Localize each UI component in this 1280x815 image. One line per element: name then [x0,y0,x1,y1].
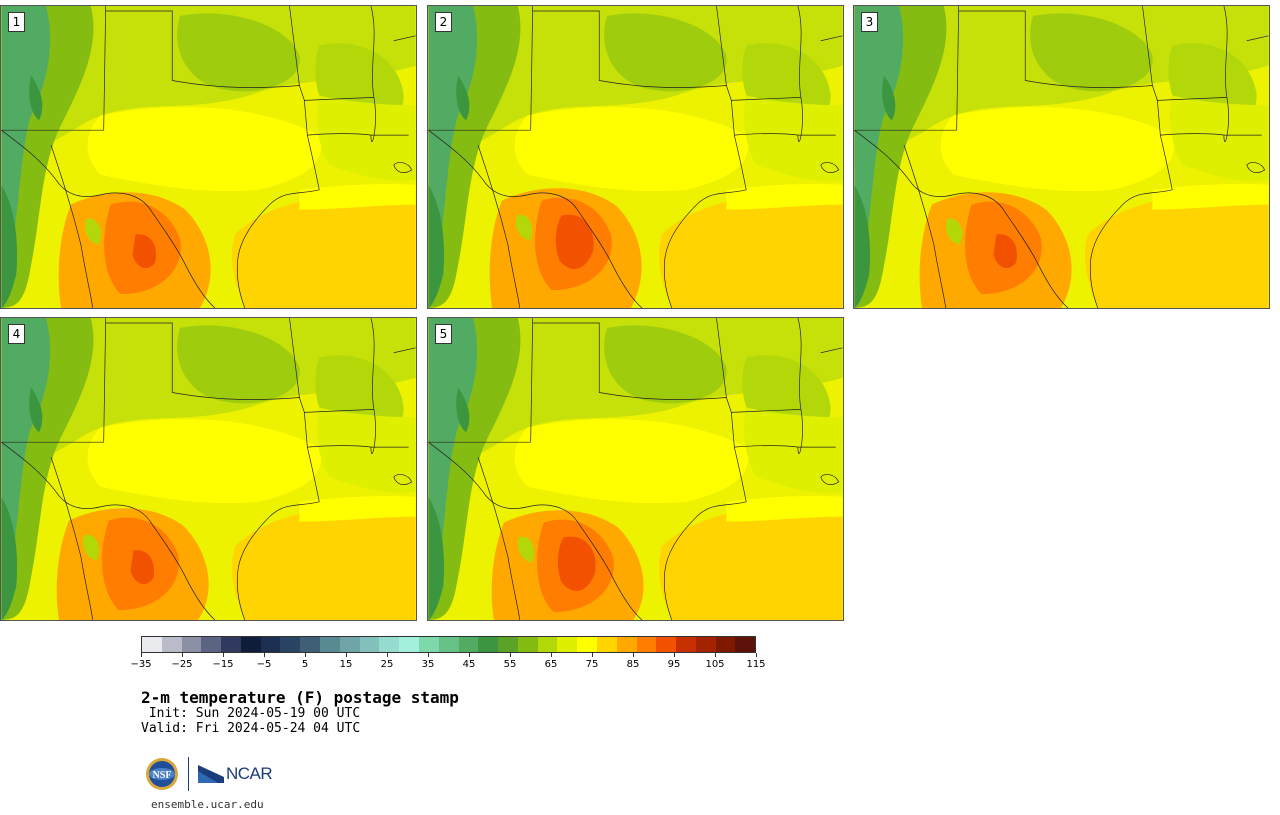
panel-number: 5 [435,324,452,344]
ncar-text: NCAR [226,764,273,783]
colorbar-tick-label: 5 [301,659,309,670]
map-panel-1[interactable]: 1 [0,5,417,309]
nsf-seal-text: NSF [153,770,172,781]
colorbar-tick-label: 45 [462,659,476,670]
colorbar-segment [577,637,597,652]
colorbar-segment [715,637,736,652]
map-panel-3[interactable]: 3 [853,5,1270,309]
temperature-map [428,6,843,308]
valid-time: Valid: Fri 2024-05-24 04 UTC [141,721,361,736]
colorbar-tick-label: 105 [705,659,725,670]
colorbar-tick-label: −5 [256,659,272,670]
site-url: ensemble.ucar.edu [151,798,264,811]
map-panel-2[interactable]: 2 [427,5,844,309]
colorbar-tick [428,653,429,657]
colorbar-segment [300,637,321,652]
colorbar-segment [557,637,578,652]
colorbar-tick [510,653,511,657]
colorbar-segment [201,637,222,652]
colorbar-segment [418,637,439,652]
map-panel-5[interactable]: 5 [427,317,844,621]
colorbar-tick-label: −15 [212,659,234,670]
colorbar-tick-label: 55 [503,659,517,670]
panel-number: 4 [8,324,25,344]
colorbar-segment [458,637,479,652]
temperature-map [854,6,1269,308]
colorbar-segment [379,637,400,652]
temperature-colorbar [141,636,756,653]
colorbar-segment [399,637,419,652]
ncar-mesa-icon [198,765,224,783]
colorbar-segment [438,637,459,652]
colorbar-segment [735,637,756,652]
colorbar-tick [223,653,224,657]
colorbar-segment [478,637,499,652]
colorbar-segment [596,637,617,652]
plot-title: 2-m temperature (F) postage stamp [141,688,459,707]
colorbar-tick [182,653,183,657]
init-time: Init: Sun 2024-05-19 00 UTC [141,706,361,721]
ncar-wordmark: NCAR [198,763,273,785]
temperature-map [428,318,843,620]
colorbar-tick-label: 115 [746,659,766,670]
colorbar-segment [181,637,202,652]
colorbar-tick [469,653,470,657]
colorbar-segment [280,637,301,652]
colorbar-segment [656,637,677,652]
colorbar-segment [537,637,558,652]
colorbar-segment [636,637,657,652]
colorbar-segment [260,637,281,652]
colorbar-tick [674,653,675,657]
panel-number: 1 [8,12,25,32]
colorbar-tick [305,653,306,657]
map-panel-4[interactable]: 4 [0,317,417,621]
colorbar-segment [517,637,538,652]
colorbar-segment [695,637,716,652]
colorbar-tick [264,653,265,657]
colorbar-segment [616,637,637,652]
colorbar-tick-label: 85 [626,659,640,670]
colorbar-tick [346,653,347,657]
colorbar-tick-label: 35 [421,659,435,670]
colorbar-tick-label: −25 [171,659,193,670]
colorbar-ticks: −35 −25 −15 −5 5 15 25 35 45 55 65 75 85 95 105 115 [130,653,766,673]
panel-number: 3 [861,12,878,32]
colorbar-tick-label: −35 [130,659,152,670]
colorbar-tick [592,653,593,657]
panel-number: 2 [435,12,452,32]
colorbar-segment [676,637,696,652]
colorbar-segment [142,637,162,652]
colorbar-segment [240,637,261,652]
colorbar-tick [756,653,757,657]
colorbar-tick-label: 15 [339,659,353,670]
colorbar-tick [715,653,716,657]
colorbar-tick-label: 65 [544,659,558,670]
colorbar-tick [551,653,552,657]
colorbar-tick [387,653,388,657]
colorbar-segment [221,637,241,652]
colorbar-segment [498,637,518,652]
logo-divider [188,757,189,791]
nsf-seal-icon: NSF [146,758,178,790]
colorbar-tick [633,653,634,657]
colorbar-tick-label: 25 [380,659,394,670]
colorbar-tick-label: 95 [667,659,681,670]
colorbar-segment [359,637,380,652]
colorbar-segment [320,637,340,652]
colorbar-segment [339,637,360,652]
colorbar-tick [141,653,142,657]
nsf-ncar-logo: NSF NCAR [145,756,273,792]
colorbar-tick-label: 75 [585,659,599,670]
temperature-map [1,6,416,308]
temperature-map [1,318,416,620]
colorbar-segment [161,637,182,652]
